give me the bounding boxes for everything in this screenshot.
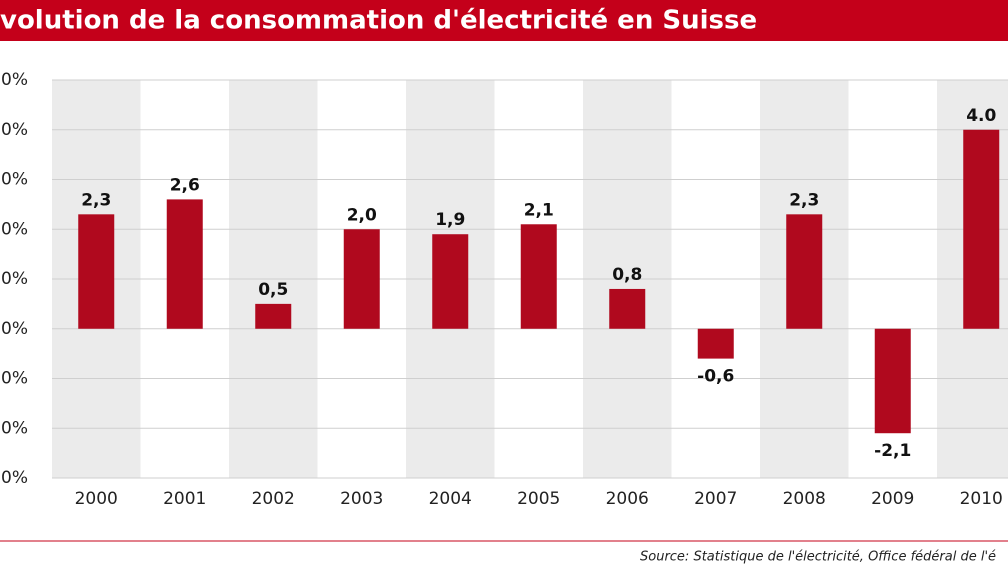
bar [343, 229, 380, 329]
chart-title: volution de la consommation d'électricit… [0, 6, 757, 36]
value-label: 4.0 [966, 106, 996, 126]
x-tick-label: 2005 [517, 489, 560, 509]
x-tick-label: 2001 [163, 489, 206, 509]
y-tick-label: 0% [1, 269, 28, 289]
y-tick-label: 0% [1, 219, 28, 239]
y-tick-label: 0% [1, 418, 28, 438]
x-tick-label: 2000 [75, 489, 118, 509]
bar [963, 129, 1000, 329]
value-label: -2,1 [874, 441, 911, 461]
x-tick-label: 2004 [429, 489, 472, 509]
title-bar [0, 0, 1008, 41]
bar [78, 214, 115, 329]
bar [697, 328, 734, 359]
x-tick-label: 2003 [340, 489, 383, 509]
y-tick-label: 0% [1, 70, 28, 90]
value-label: 2,3 [789, 190, 819, 210]
source: Source: Statistique de l'électricité, Of… [640, 550, 996, 565]
x-tick-label: 2010 [960, 489, 1003, 509]
y-tick-label: 0% [1, 170, 28, 190]
bar [166, 199, 203, 329]
y-tick-label: 0% [1, 369, 28, 389]
value-label: 1,9 [435, 210, 465, 230]
bar [874, 328, 911, 434]
y-tick-label: 0% [1, 120, 28, 140]
y-tick-label: 0% [1, 468, 28, 488]
x-tick-label: 2002 [252, 489, 295, 509]
bar [432, 234, 469, 329]
value-label: 2,6 [170, 175, 200, 195]
bar [255, 303, 292, 329]
value-label: 2,1 [524, 200, 554, 220]
value-label: 2,3 [81, 190, 111, 210]
bar [609, 288, 646, 329]
bar [520, 224, 557, 329]
x-tick-label: 2007 [694, 489, 737, 509]
x-tick-label: 2006 [606, 489, 649, 509]
y-tick-label: 0% [1, 319, 28, 339]
value-label: -0,6 [697, 367, 734, 387]
x-tick-label: 2009 [871, 489, 914, 509]
value-label: 0,5 [258, 280, 288, 300]
value-label: 2,0 [347, 205, 377, 225]
x-tick-label: 2008 [783, 489, 826, 509]
value-label: 0,8 [612, 265, 642, 285]
bar [786, 214, 823, 329]
